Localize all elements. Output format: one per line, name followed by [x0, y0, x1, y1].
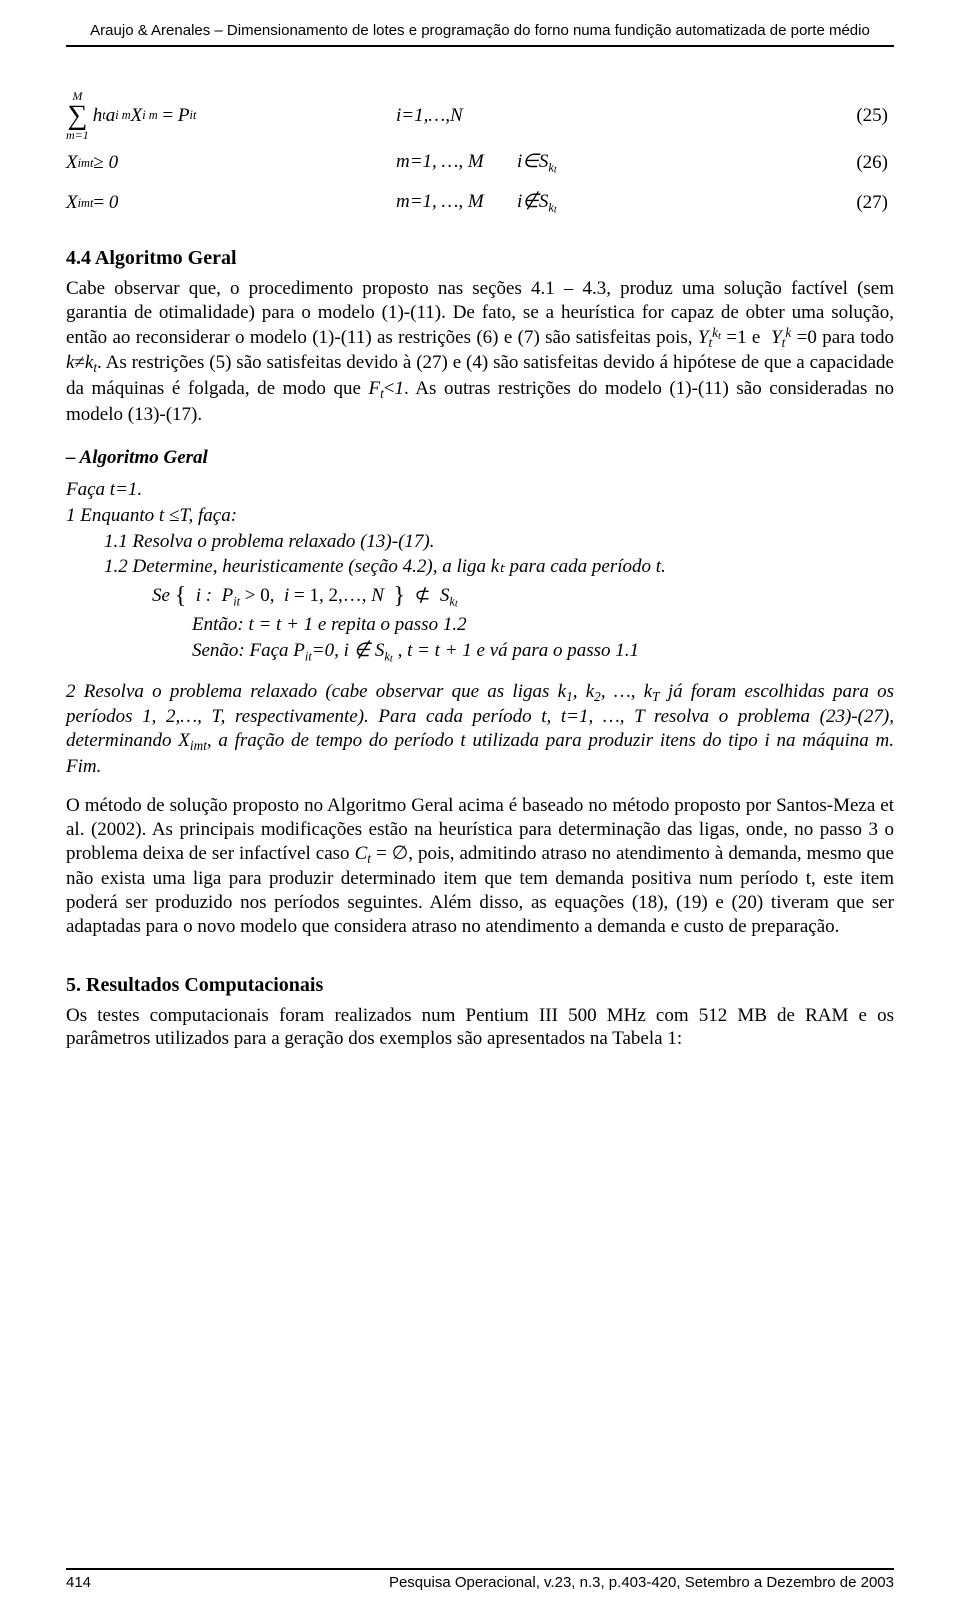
page-footer: 414 Pesquisa Operacional, v.23, n.3, p.4…	[66, 1568, 894, 1593]
algo-step-1: 1 Enquanto t ≤T, faça:	[66, 504, 894, 528]
header-rule	[66, 45, 894, 47]
eq26-domain-a: m=1, …, M	[396, 151, 484, 172]
equation-25: M ∑ m=1 ht ai m Xi m = Pit i=1,…,N (25)	[66, 91, 894, 141]
eq27-number: (27)	[686, 191, 894, 215]
eq27-domain-a: m=1, …, M	[396, 191, 484, 212]
algo-else: Senão: Faça Pit=0, i ∉ Skt , t = t + 1 e…	[66, 639, 894, 666]
algo-condition: Se { i : Pit > 0, i = 1, 2,…, N } ⊄ Skt	[66, 581, 894, 611]
paragraph-1: Cabe observar que, o procedimento propos…	[66, 277, 894, 426]
algorithm-title: – Algoritmo Geral	[66, 446, 894, 470]
algo-then: Então: t = t + 1 e repita o passo 1.2	[66, 613, 894, 637]
eq26-domain-b: i∈S	[517, 151, 548, 172]
page-number: 414	[66, 1574, 91, 1593]
equation-27: Ximt = 0 m=1, …, M i∉Skt (27)	[66, 186, 894, 220]
section-4-4-title: 4.4 Algoritmo Geral	[66, 246, 894, 271]
page: Araujo & Arenales – Dimensionamento de l…	[0, 0, 960, 1615]
paragraph-method: O método de solução proposto no Algoritm…	[66, 794, 894, 938]
eq26-number: (26)	[686, 151, 894, 175]
algo-step-1-1: 1.1 Resolva o problema relaxado (13)-(17…	[66, 530, 894, 554]
running-header: Araujo & Arenales – Dimensionamento de l…	[66, 22, 894, 45]
eq27-domain-b: i∉S	[517, 191, 548, 212]
algo-init: Faça t=1.	[66, 478, 894, 502]
journal-citation: Pesquisa Operacional, v.23, n.3, p.403-4…	[389, 1574, 894, 1593]
eq25-number: (25)	[686, 104, 894, 128]
algo-step-2: 2 Resolva o problema relaxado (cabe obse…	[66, 680, 894, 779]
paragraph-results: Os testes computacionais foram realizado…	[66, 1004, 894, 1052]
footer-rule	[66, 1568, 894, 1570]
eq25-domain: i=1,…,N	[396, 104, 686, 128]
algo-step-1-2: 1.2 Determine, heuristicamente (seção 4.…	[66, 555, 894, 579]
sigma-operator: M ∑ m=1	[66, 91, 89, 141]
equation-26: Ximt ≥ 0 m=1, …, M i∈Skt (26)	[66, 146, 894, 180]
section-5-title: 5. Resultados Computacionais	[66, 973, 894, 998]
